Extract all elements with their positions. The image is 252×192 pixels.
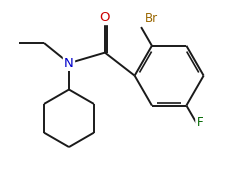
Text: Br: Br xyxy=(144,12,158,25)
Text: F: F xyxy=(197,117,203,129)
Text: O: O xyxy=(100,11,110,24)
Text: N: N xyxy=(64,57,74,70)
